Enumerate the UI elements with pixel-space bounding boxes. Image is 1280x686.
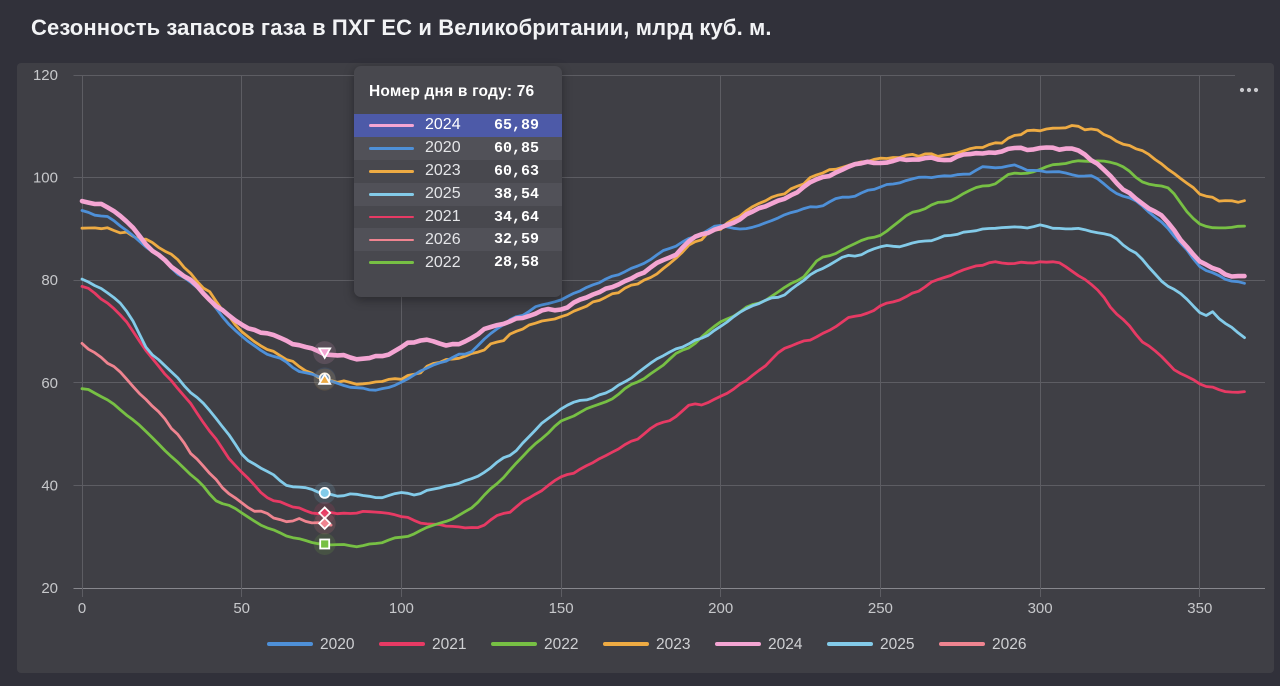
- svg-text:0: 0: [78, 600, 86, 617]
- svg-text:250: 250: [868, 600, 893, 617]
- svg-text:80: 80: [41, 272, 58, 289]
- svg-text:120: 120: [33, 67, 58, 84]
- svg-text:40: 40: [41, 477, 58, 494]
- svg-text:100: 100: [389, 600, 414, 617]
- svg-text:100: 100: [33, 170, 58, 187]
- svg-text:150: 150: [549, 600, 574, 617]
- svg-text:50: 50: [233, 600, 250, 617]
- svg-text:350: 350: [1187, 600, 1212, 617]
- svg-text:200: 200: [708, 600, 733, 617]
- svg-text:300: 300: [1028, 600, 1053, 617]
- svg-text:20: 20: [41, 580, 58, 597]
- svg-text:60: 60: [41, 375, 58, 392]
